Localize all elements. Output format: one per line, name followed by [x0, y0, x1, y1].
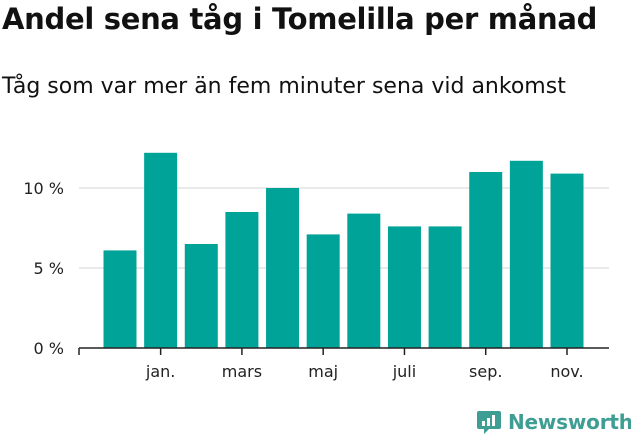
- bar-apr: [266, 188, 300, 348]
- x-tick-label: maj: [308, 362, 338, 381]
- newsworthy-logo-icon: [477, 411, 501, 434]
- bar-jan: [144, 152, 178, 348]
- bar-dec: [103, 250, 137, 348]
- y-tick-label: 10 %: [23, 179, 64, 198]
- chart-title: Andel sena tåg i Tomelilla per månad: [2, 2, 598, 36]
- bar-juni: [347, 213, 381, 348]
- newsworthy-brand[interactable]: Newsworthy: [476, 409, 631, 435]
- bars: [103, 152, 584, 348]
- brand-name: Newsworthy: [508, 410, 631, 434]
- x-axis: [78, 347, 609, 355]
- bar-nov: [550, 173, 584, 348]
- bar-mars: [225, 212, 259, 348]
- x-tick-label: mars: [222, 362, 262, 381]
- x-tick-label: juli: [392, 362, 416, 381]
- x-tick-label: sep.: [469, 362, 502, 381]
- bar-okt: [509, 160, 543, 348]
- bar-aug: [428, 226, 462, 348]
- x-axis-tick-labels: jan. mars maj juli sep. nov.: [145, 362, 584, 381]
- x-tick-label: jan.: [145, 362, 175, 381]
- x-tick-label: nov.: [550, 362, 583, 381]
- chart-subtitle: Tåg som var mer än fem minuter sena vid …: [2, 74, 566, 99]
- bar-sep: [469, 172, 503, 348]
- bar-feb: [184, 244, 218, 348]
- y-tick-label: 5 %: [34, 259, 64, 278]
- y-tick-label: 0 %: [34, 339, 64, 358]
- bar-maj: [306, 234, 340, 348]
- bar-juli: [387, 226, 421, 348]
- y-axis-tick-labels: 0 % 5 % 10 %: [23, 179, 64, 358]
